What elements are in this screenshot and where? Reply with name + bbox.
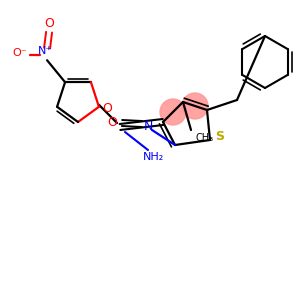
Text: N⁺: N⁺ <box>38 46 52 56</box>
Circle shape <box>182 93 208 119</box>
Text: O: O <box>102 102 112 115</box>
Text: CH₃: CH₃ <box>195 133 213 143</box>
Text: O: O <box>107 116 117 128</box>
Text: S: S <box>215 130 224 143</box>
Text: N: N <box>143 119 153 133</box>
Circle shape <box>160 99 186 125</box>
Text: O⁻: O⁻ <box>13 48 27 58</box>
Text: O: O <box>44 17 54 30</box>
Text: NH₂: NH₂ <box>142 152 164 162</box>
